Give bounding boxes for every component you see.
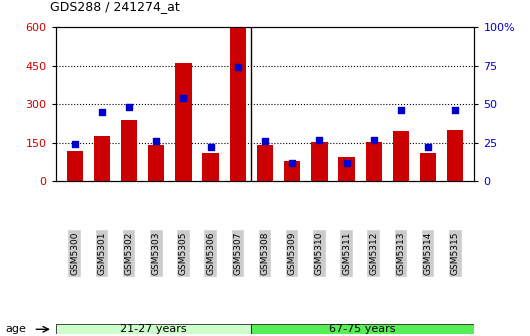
Text: GSM5302: GSM5302 (125, 232, 134, 276)
Bar (67, 151, 83, 181)
Bar (420, 153, 436, 181)
Point (261, 138, 269, 144)
Point (125, 104, 134, 110)
Text: GSM5314: GSM5314 (423, 232, 432, 276)
Bar (366, 141, 382, 181)
Text: 21-27 years: 21-27 years (120, 324, 187, 334)
Bar (393, 131, 409, 181)
Text: GSM5313: GSM5313 (396, 232, 405, 276)
Bar (148, 145, 164, 181)
Point (315, 137, 324, 142)
Bar (311, 141, 328, 181)
Bar (121, 120, 137, 181)
Text: 67-75 years: 67-75 years (330, 324, 396, 334)
Bar (447, 130, 463, 181)
Bar (251, 324, 474, 334)
Point (369, 137, 378, 142)
Point (288, 160, 296, 166)
Text: GSM5306: GSM5306 (206, 232, 215, 276)
Bar (339, 157, 355, 181)
Text: GSM5312: GSM5312 (369, 232, 378, 276)
Point (451, 108, 460, 113)
Point (98, 109, 106, 115)
Point (424, 145, 432, 150)
Text: GSM5309: GSM5309 (288, 232, 297, 276)
Point (234, 65, 242, 70)
Bar (94, 136, 110, 181)
Text: GSM5308: GSM5308 (261, 232, 269, 276)
Text: GSM5310: GSM5310 (315, 232, 324, 276)
Text: age: age (5, 324, 26, 334)
Point (206, 145, 215, 150)
Text: GSM5303: GSM5303 (152, 232, 161, 276)
Text: GDS288 / 241274_at: GDS288 / 241274_at (50, 0, 180, 13)
Bar (175, 63, 191, 181)
Text: GSM5301: GSM5301 (98, 232, 107, 276)
Point (152, 138, 161, 144)
Bar (202, 153, 219, 181)
Bar (257, 145, 273, 181)
Text: GSM5300: GSM5300 (70, 232, 79, 276)
Text: GSM5305: GSM5305 (179, 232, 188, 276)
Point (70, 142, 79, 147)
Point (179, 95, 188, 101)
Text: GSM5315: GSM5315 (451, 232, 460, 276)
Bar (56, 324, 251, 334)
Text: GSM5311: GSM5311 (342, 232, 351, 276)
Bar (229, 27, 246, 181)
Bar (284, 161, 301, 181)
Point (396, 108, 405, 113)
Point (342, 160, 351, 166)
Text: GSM5307: GSM5307 (233, 232, 242, 276)
